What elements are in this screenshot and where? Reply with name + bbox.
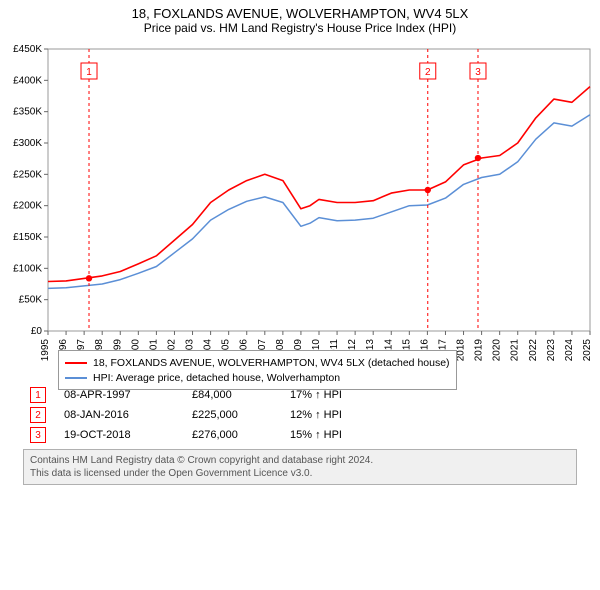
svg-text:£300K: £300K	[13, 138, 42, 149]
sale-price: £276,000	[192, 429, 272, 441]
svg-text:2019: 2019	[474, 339, 485, 362]
svg-text:£450K: £450K	[13, 44, 42, 55]
table-row: 2 08-JAN-2016 £225,000 12% ↑ HPI	[30, 405, 570, 425]
sale-price: £225,000	[192, 409, 272, 421]
legend-item: 18, FOXLANDS AVENUE, WOLVERHAMPTON, WV4 …	[65, 355, 450, 370]
legend: 18, FOXLANDS AVENUE, WOLVERHAMPTON, WV4 …	[58, 350, 457, 390]
svg-text:3: 3	[475, 67, 481, 78]
sale-marker-badge: 3	[30, 427, 46, 443]
footer-line: This data is licensed under the Open Gov…	[30, 467, 570, 480]
svg-text:2025: 2025	[582, 339, 593, 362]
svg-text:2022: 2022	[528, 339, 539, 362]
svg-text:£350K: £350K	[13, 107, 42, 118]
sale-date: 08-JAN-2016	[64, 409, 174, 421]
footer-line: Contains HM Land Registry data © Crown c…	[30, 454, 570, 467]
sale-date: 08-APR-1997	[64, 389, 174, 401]
legend-label: 18, FOXLANDS AVENUE, WOLVERHAMPTON, WV4 …	[93, 357, 450, 369]
svg-text:2023: 2023	[546, 339, 557, 362]
sales-table: 1 08-APR-1997 £84,000 17% ↑ HPI 2 08-JAN…	[30, 385, 570, 445]
svg-text:2024: 2024	[564, 339, 575, 362]
sale-marker-badge: 2	[30, 407, 46, 423]
sale-date: 19-OCT-2018	[64, 429, 174, 441]
legend-item: HPI: Average price, detached house, Wolv…	[65, 370, 450, 385]
sale-hpi-diff: 15% ↑ HPI	[290, 429, 410, 441]
chart-container: £0 £50K £100K £150K £200K £250K £300K £350K £400…	[0, 39, 600, 379]
svg-text:2020: 2020	[492, 339, 503, 362]
sale-hpi-diff: 17% ↑ HPI	[290, 389, 410, 401]
table-row: 3 19-OCT-2018 £276,000 15% ↑ HPI	[30, 425, 570, 445]
svg-text:£0: £0	[31, 326, 43, 337]
svg-text:£100K: £100K	[13, 263, 42, 274]
svg-text:2: 2	[425, 67, 431, 78]
legend-label: HPI: Average price, detached house, Wolv…	[93, 372, 340, 384]
svg-text:£200K: £200K	[13, 201, 42, 212]
page-title-sub: Price paid vs. HM Land Registry's House …	[0, 21, 600, 39]
svg-text:2021: 2021	[510, 339, 521, 362]
svg-text:£50K: £50K	[19, 295, 43, 306]
sale-hpi-diff: 12% ↑ HPI	[290, 409, 410, 421]
svg-text:£250K: £250K	[13, 169, 42, 180]
sale-marker-badge: 1	[30, 387, 46, 403]
sale-price: £84,000	[192, 389, 272, 401]
svg-text:£400K: £400K	[13, 75, 42, 86]
price-chart: £0 £50K £100K £150K £200K £250K £300K £350K £400…	[0, 39, 600, 379]
svg-text:2018: 2018	[456, 339, 467, 362]
legend-swatch	[65, 362, 87, 364]
legend-swatch	[65, 377, 87, 379]
svg-text:1: 1	[86, 67, 92, 78]
page-title-address: 18, FOXLANDS AVENUE, WOLVERHAMPTON, WV4 …	[0, 0, 600, 21]
svg-text:1995: 1995	[40, 339, 51, 362]
svg-text:£150K: £150K	[13, 232, 42, 243]
attribution-footer: Contains HM Land Registry data © Crown c…	[23, 449, 577, 485]
